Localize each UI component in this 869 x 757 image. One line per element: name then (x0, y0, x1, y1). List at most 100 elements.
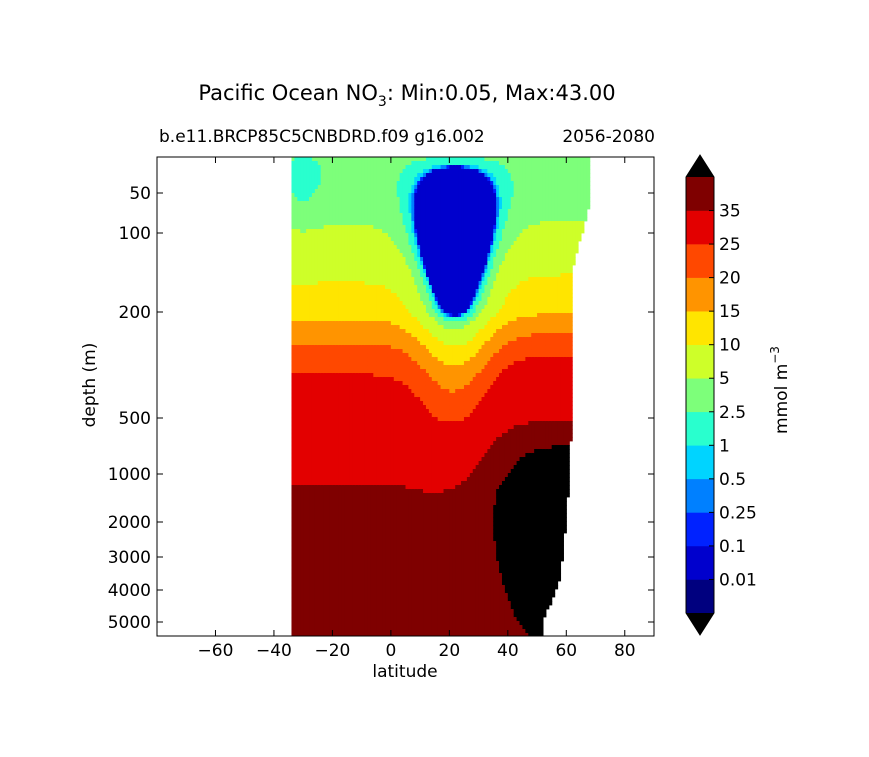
field-cell (364, 413, 369, 418)
field-cell (396, 237, 401, 242)
field-cell (379, 277, 383, 282)
field-cell (393, 209, 398, 214)
field-cell (341, 633, 345, 636)
field-cell (382, 577, 386, 582)
field-cell (376, 249, 380, 254)
field-cell (309, 457, 313, 462)
field-cell (309, 609, 313, 614)
field-cell (408, 321, 412, 326)
field-cell (349, 337, 354, 342)
field-cell (396, 513, 401, 518)
field-cell (311, 389, 316, 394)
field-cell (347, 265, 351, 270)
field-cell (335, 205, 339, 210)
field-cell (320, 293, 325, 298)
field-cell (361, 361, 366, 366)
field-cell (396, 381, 401, 386)
field-cell (349, 181, 354, 186)
field-cell (385, 453, 389, 458)
field-cell (317, 293, 322, 298)
field-cell (317, 613, 322, 618)
field-cell (314, 277, 319, 282)
field-cell (402, 481, 407, 486)
field-cell (335, 201, 339, 206)
field-cell (402, 505, 407, 510)
field-cell (338, 205, 342, 210)
field-cell (338, 209, 342, 214)
field-cell (291, 249, 295, 254)
field-cell (338, 601, 342, 606)
field-cell (379, 337, 383, 342)
field-cell (399, 293, 404, 298)
field-cell (379, 245, 383, 250)
field-cell (323, 361, 328, 366)
field-cell (390, 453, 395, 458)
field-cell (300, 633, 304, 636)
field-cell (393, 437, 398, 442)
field-cell (320, 297, 325, 302)
field-cell (332, 573, 336, 578)
field-cell (352, 421, 357, 426)
field-cell (387, 329, 392, 334)
field-cell (376, 157, 380, 162)
field-cell (361, 169, 366, 174)
field-cell (405, 405, 410, 410)
field-cell (408, 257, 412, 262)
field-cell (385, 513, 389, 518)
field-cell (323, 193, 328, 198)
field-cell (297, 409, 301, 414)
field-cell (393, 217, 398, 222)
field-cell (335, 597, 339, 602)
field-cell (306, 233, 310, 238)
field-cell (361, 629, 366, 634)
field-cell (347, 245, 351, 250)
field-cell (393, 593, 398, 598)
field-cell (311, 613, 316, 618)
field-cell (314, 357, 319, 362)
field-cell (390, 545, 395, 550)
field-cell (309, 337, 313, 342)
field-cell (347, 433, 351, 438)
field-cell (382, 613, 386, 618)
field-cell (382, 161, 386, 166)
field-cell (402, 161, 407, 166)
field-cell (361, 425, 366, 430)
field-cell (390, 597, 395, 602)
field-cell (411, 281, 415, 286)
field-cell (300, 249, 304, 254)
field-cell (349, 293, 354, 298)
field-cell (332, 589, 336, 594)
field-cell (402, 449, 407, 454)
field-cell (355, 245, 360, 250)
field-cell (396, 349, 401, 354)
field-cell (361, 421, 366, 426)
field-cell (408, 625, 412, 630)
field-cell (382, 393, 386, 398)
field-cell (335, 609, 339, 614)
field-cell (306, 157, 310, 162)
field-cell (297, 493, 301, 498)
field-cell (399, 269, 404, 274)
field-cell (326, 409, 331, 414)
field-cell (352, 329, 357, 334)
field-cell (329, 365, 334, 370)
field-cell (370, 169, 374, 174)
field-cell (320, 573, 325, 578)
field-cell (399, 217, 404, 222)
field-cell (399, 241, 404, 246)
field-cell (294, 625, 298, 630)
field-cell (352, 325, 357, 330)
field-cell (411, 313, 415, 318)
field-cell (306, 237, 310, 242)
field-cell (358, 585, 363, 590)
field-cell (396, 345, 401, 350)
field-cell (338, 553, 342, 558)
field-cell (341, 537, 345, 542)
field-cell (341, 425, 345, 430)
field-cell (373, 477, 377, 482)
field-cell (379, 181, 383, 186)
field-cell (408, 541, 412, 546)
field-cell (297, 601, 301, 606)
field-cell (320, 417, 325, 422)
field-cell (402, 489, 407, 494)
